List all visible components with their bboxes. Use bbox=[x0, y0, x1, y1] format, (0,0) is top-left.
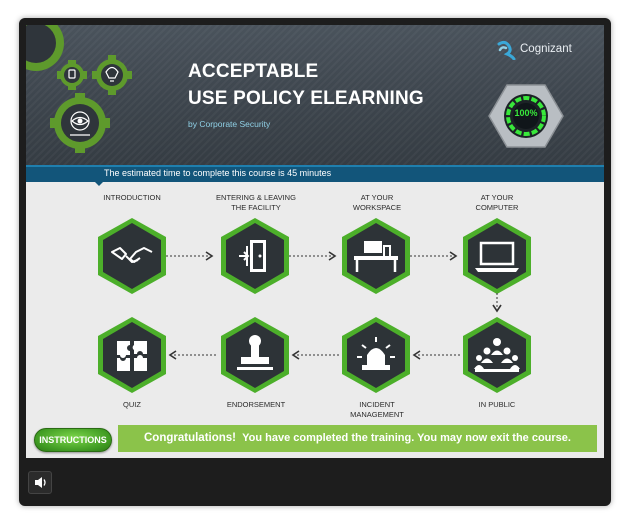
course-slide: ACCEPTABLE USE POLICY ELEARNING by Corpo… bbox=[26, 25, 604, 458]
puzzle-icon bbox=[98, 317, 166, 393]
progress-badge: 100% bbox=[488, 83, 564, 149]
progress-hex-icon bbox=[488, 84, 564, 148]
completion-message: Congratulations! You have completed the … bbox=[118, 425, 597, 452]
estimated-time-text: The estimated time to complete this cour… bbox=[104, 168, 332, 178]
module-label-in-public: IN PUBLIC bbox=[478, 400, 516, 409]
course-header: ACCEPTABLE USE POLICY ELEARNING by Corpo… bbox=[26, 25, 604, 165]
completion-message-text: You have completed the training. You may… bbox=[242, 432, 571, 444]
banner-pointer bbox=[93, 180, 105, 186]
instructions-button[interactable]: INSTRUCTIONS bbox=[34, 428, 112, 452]
flow-arrow bbox=[166, 251, 214, 261]
module-label-incident: INCIDENT MANAGEMENT bbox=[350, 400, 404, 419]
module-label-entering-leaving: ENTERING & LEAVING THE FACILITY bbox=[216, 193, 296, 212]
audience-icon bbox=[463, 317, 531, 393]
handshake-icon bbox=[98, 218, 166, 294]
course-byline: by Corporate Security bbox=[188, 119, 271, 129]
course-title-line1: ACCEPTABLE bbox=[188, 61, 319, 82]
logo-text: Cognizant bbox=[520, 43, 572, 55]
laptop-icon bbox=[463, 218, 531, 294]
flow-arrow bbox=[289, 251, 337, 261]
module-label-introduction: INTRODUCTION bbox=[103, 193, 161, 202]
module-label-computer: AT YOUR COMPUTER bbox=[475, 193, 519, 212]
gears-decoration-icon bbox=[26, 25, 132, 153]
stamp-icon bbox=[221, 317, 289, 393]
flow-arrow bbox=[291, 350, 339, 360]
speaker-icon bbox=[35, 477, 46, 488]
flow-arrow bbox=[168, 350, 216, 360]
module-label-workspace: AT YOUR WORKSPACE bbox=[352, 193, 402, 212]
volume-button[interactable] bbox=[28, 471, 52, 494]
cognizant-logo-icon bbox=[497, 40, 516, 60]
course-title-line2: USE POLICY ELEARNING bbox=[188, 88, 424, 109]
door-exit-icon bbox=[221, 218, 289, 294]
desk-chair-icon bbox=[342, 218, 410, 294]
flow-arrow bbox=[410, 251, 458, 261]
flow-arrow bbox=[412, 350, 460, 360]
completion-message-lead: Congratulations! bbox=[144, 432, 236, 444]
estimated-time-banner: The estimated time to complete this cour… bbox=[26, 165, 604, 182]
progress-percent: 100% bbox=[514, 108, 538, 118]
alarm-siren-icon bbox=[342, 317, 410, 393]
cognizant-logo: Cognizant bbox=[496, 40, 586, 62]
module-label-quiz: QUIZ bbox=[123, 400, 141, 409]
module-label-endorsement: ENDORSEMENT bbox=[226, 400, 286, 409]
flow-arrow-down bbox=[492, 293, 502, 313]
